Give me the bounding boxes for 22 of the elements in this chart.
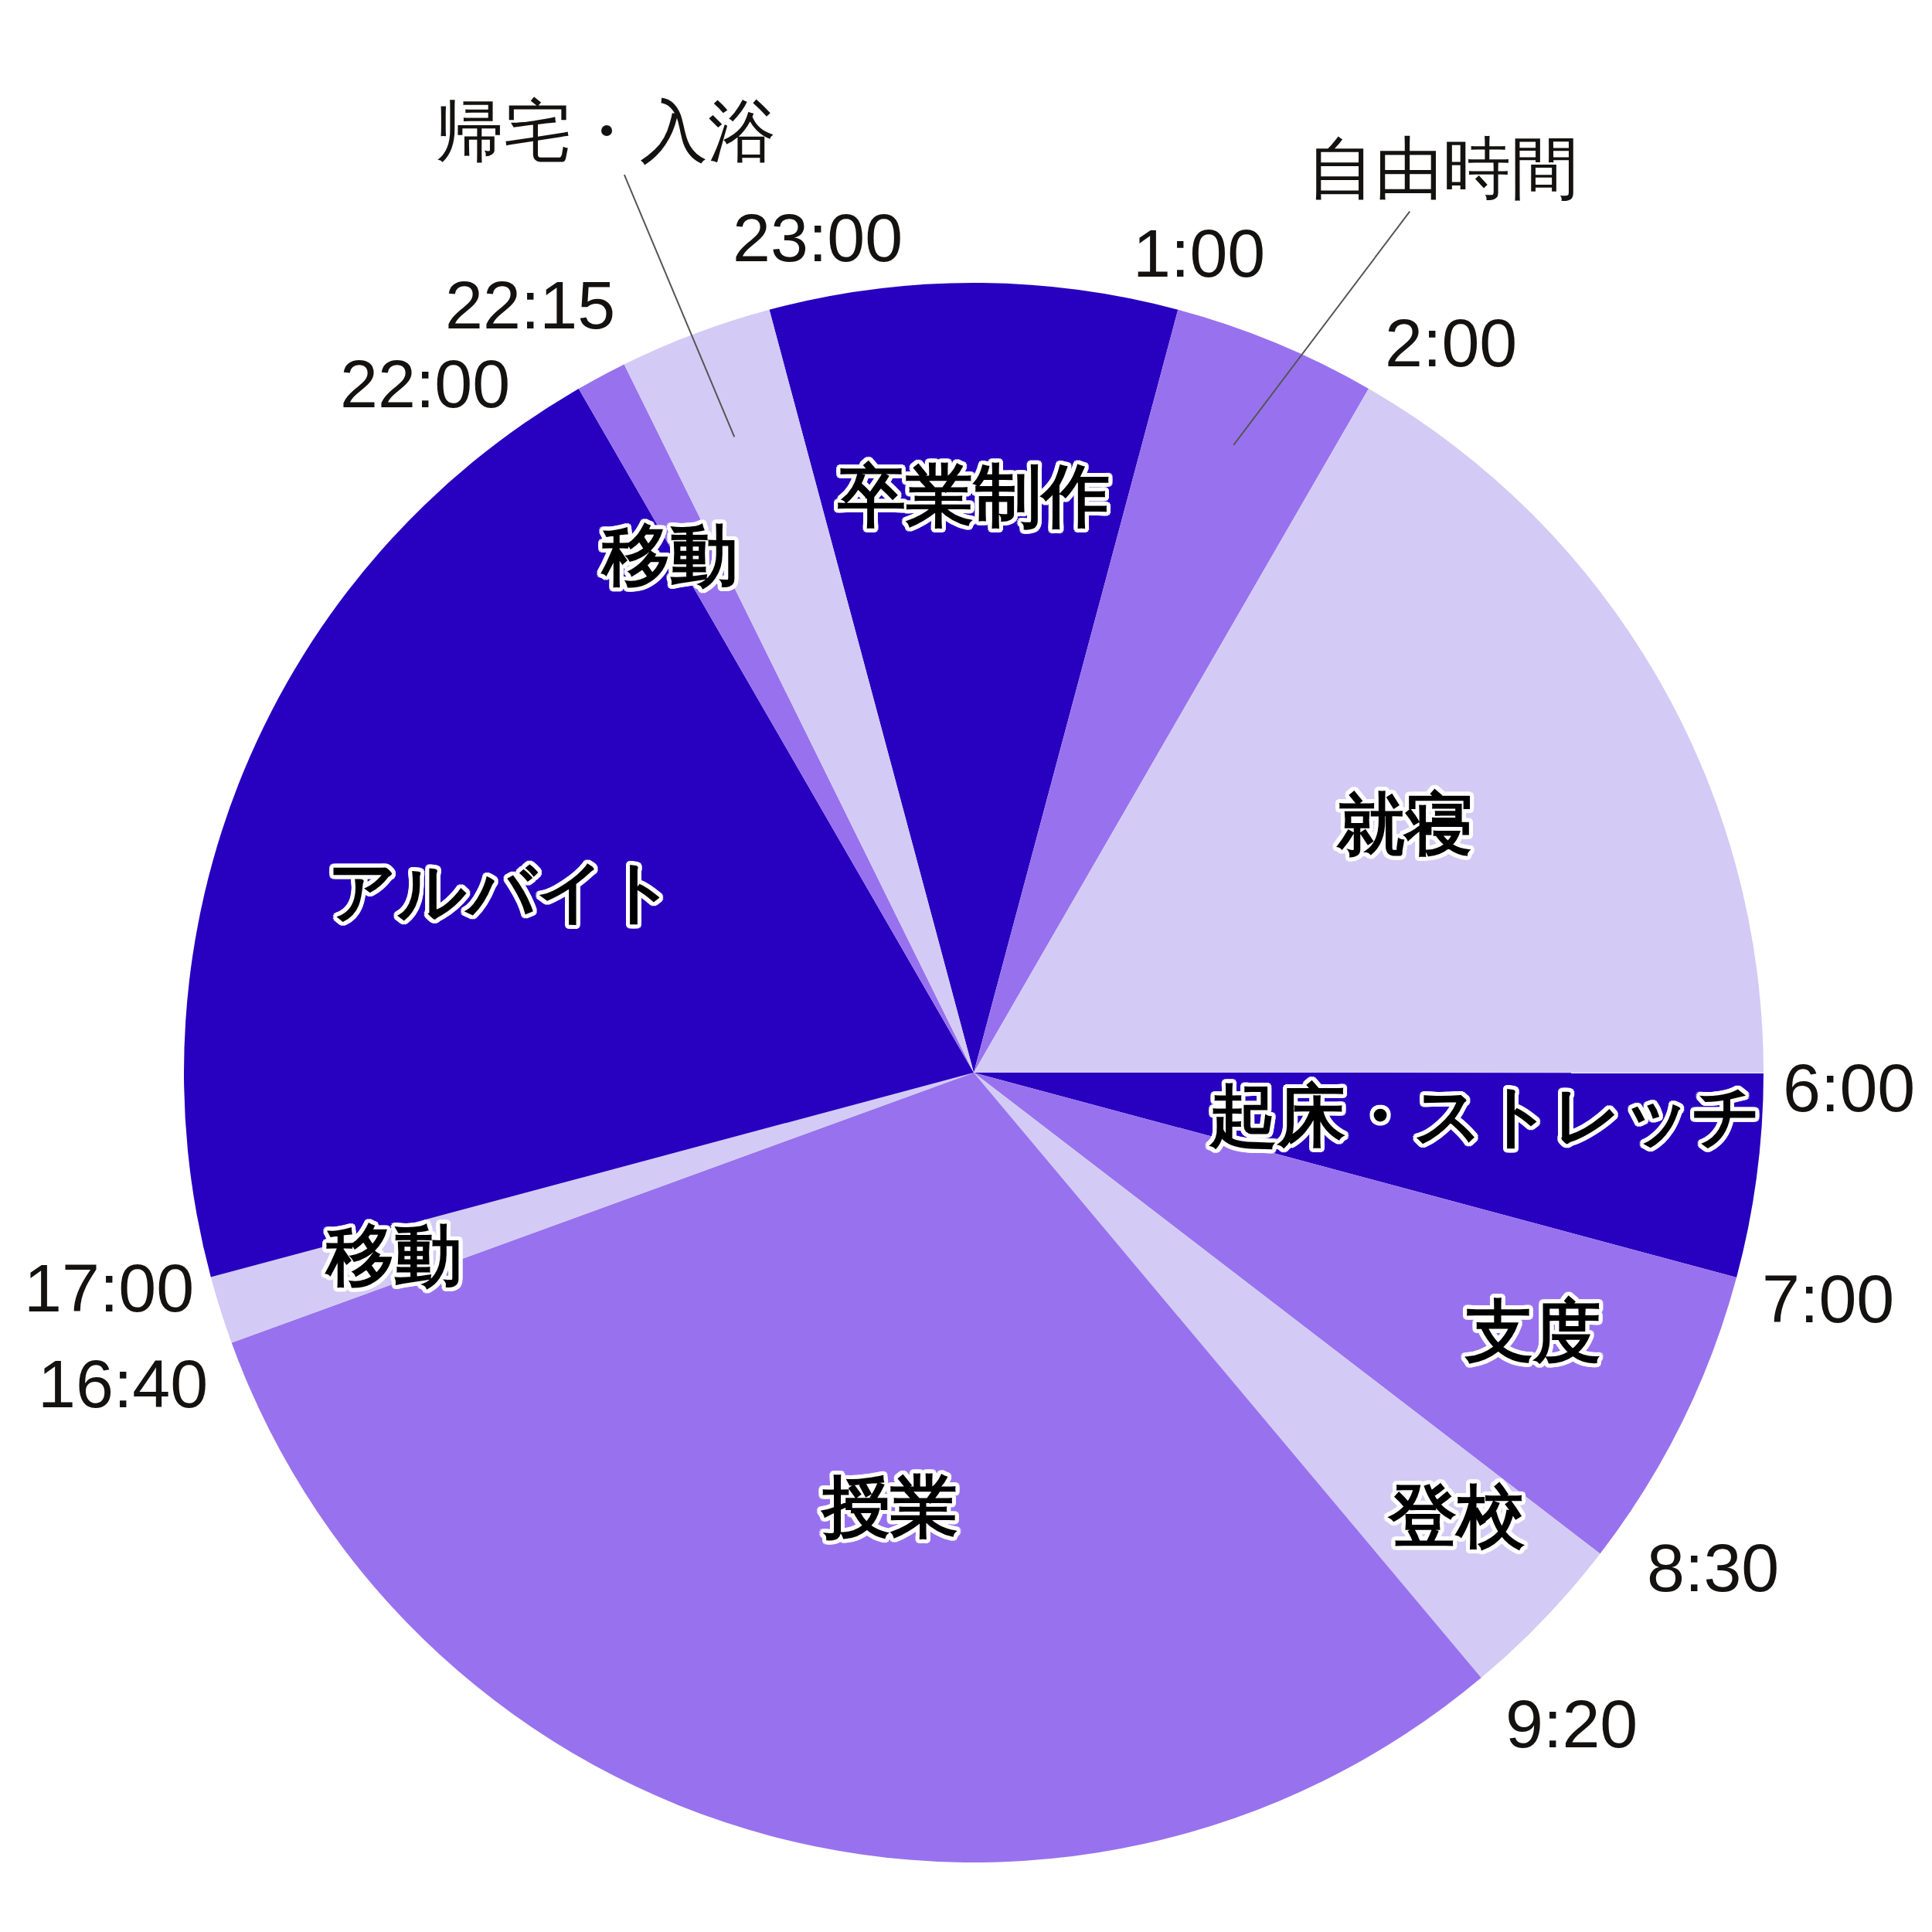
slice-label: 移動 <box>600 515 738 595</box>
text: 6:00 <box>1783 1049 1916 1126</box>
text: 8:30 <box>1647 1529 1780 1606</box>
text: 22:00 <box>340 345 511 422</box>
slice-label: アルバイト <box>328 852 675 931</box>
slice-label: 帰宅・入浴 <box>436 91 776 171</box>
slice-label: 卒業制作 <box>837 456 1110 536</box>
text: 7:00 <box>1762 1260 1895 1337</box>
slice-label: 起床・ストレッチ <box>1209 1076 1761 1155</box>
slice-label: 就寝 <box>1336 784 1473 864</box>
text: 22:15 <box>445 267 616 343</box>
text: 2:00 <box>1385 304 1518 381</box>
text: 16:40 <box>38 1345 209 1422</box>
slice-label: 自由時間 <box>1307 128 1579 208</box>
slice-label: 支度 <box>1464 1291 1601 1371</box>
slice-label: 移動 <box>325 1216 462 1295</box>
text: 23:00 <box>733 199 903 276</box>
slice-label: 登校 <box>1387 1476 1526 1556</box>
slice-label: 授業 <box>820 1467 958 1546</box>
text: 17:00 <box>24 1250 195 1326</box>
text: 9:20 <box>1505 1685 1638 1762</box>
text: 1:00 <box>1133 215 1266 291</box>
